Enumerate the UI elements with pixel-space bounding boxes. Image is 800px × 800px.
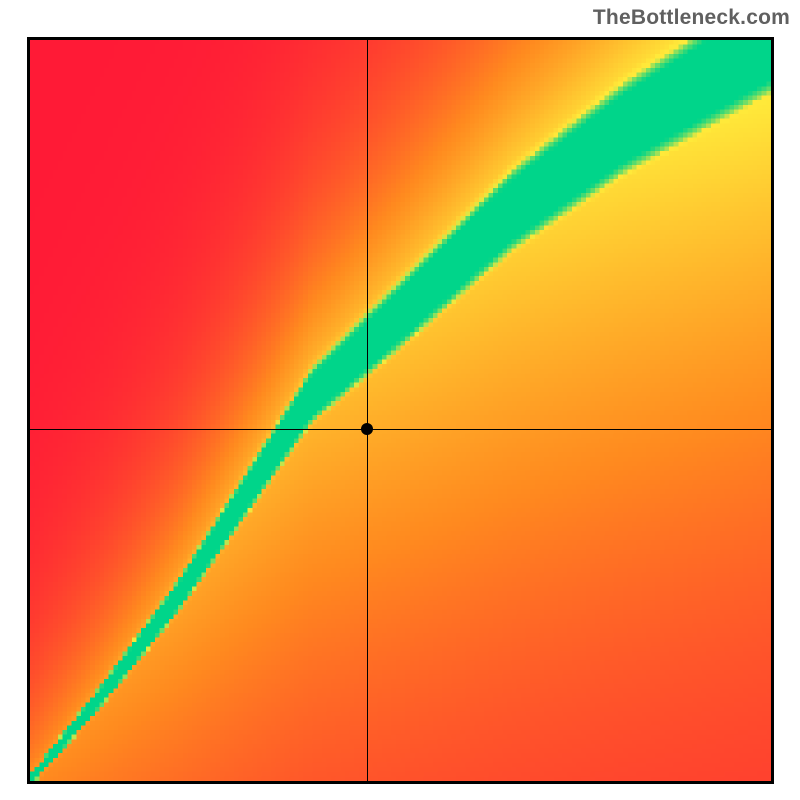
crosshair-horizontal — [30, 429, 771, 430]
watermark-text: TheBottleneck.com — [593, 6, 790, 30]
heatmap-canvas — [30, 40, 771, 781]
crosshair-vertical — [367, 40, 368, 781]
